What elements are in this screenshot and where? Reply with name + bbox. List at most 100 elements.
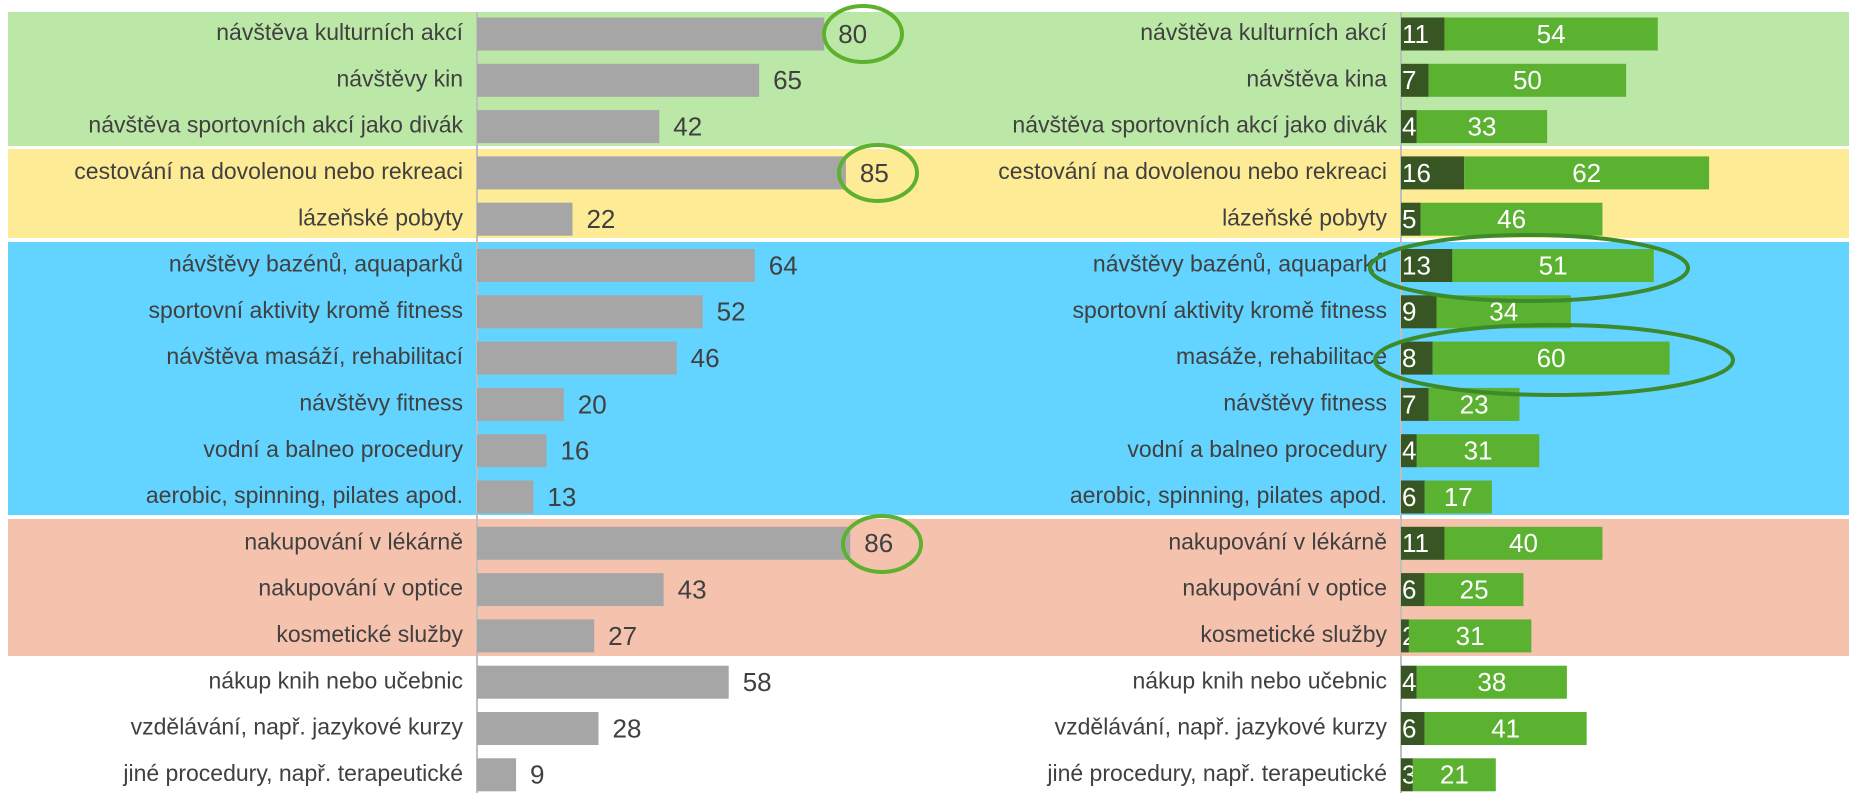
category-label: nakupování v optice	[258, 575, 463, 601]
value-label: 17	[1444, 482, 1473, 512]
bar-segment	[1401, 619, 1409, 653]
highlights	[822, 4, 923, 574]
value-label: 41	[1491, 713, 1520, 743]
category-label: návštěva kina	[1246, 65, 1387, 91]
value-label: 5	[1402, 204, 1416, 234]
category-label: kosmetické služby	[276, 621, 463, 647]
category-label: lázeňské pobyty	[1222, 204, 1387, 230]
value-label: 65	[773, 65, 802, 95]
category-label: návštěva kulturních akcí	[1140, 19, 1387, 45]
value-label: 25	[1460, 574, 1489, 604]
bar-segment	[1416, 110, 1548, 144]
bar	[477, 156, 846, 190]
value-label: 11	[1402, 19, 1429, 49]
bar-segment	[1416, 665, 1567, 699]
value-label: 86	[864, 528, 893, 558]
bar-segment	[1424, 573, 1524, 607]
bar-segment	[1401, 341, 1433, 375]
category-label: vodní a balneo procedury	[1127, 436, 1387, 462]
bar	[477, 110, 660, 144]
bar-segment	[1424, 712, 1587, 745]
bar-segment	[1401, 712, 1425, 745]
bar-segment	[1464, 156, 1710, 190]
bar-segment	[1401, 249, 1453, 282]
category-label: lázeňské pobyty	[298, 204, 463, 230]
value-label: 38	[1477, 667, 1506, 697]
highlight-ellipse	[1373, 323, 1735, 397]
value-label: 4	[1402, 111, 1416, 141]
bar	[477, 526, 851, 560]
value-label: 62	[1572, 158, 1601, 188]
category-label: sportovní aktivity kromě fitness	[149, 297, 463, 323]
value-label: 58	[743, 667, 772, 697]
category-label: sportovní aktivity kromě fitness	[1073, 297, 1387, 323]
bar	[477, 63, 760, 97]
value-label: 9	[1402, 297, 1416, 327]
value-label: 6	[1402, 482, 1416, 512]
value-label: 16	[560, 436, 589, 466]
value-label: 6	[1402, 713, 1416, 743]
value-label: 46	[1497, 204, 1526, 234]
value-label: 6	[1402, 574, 1416, 604]
value-label: 40	[1509, 528, 1538, 558]
group-band	[8, 242, 1849, 515]
bar-segment	[1401, 573, 1425, 607]
bar	[477, 387, 564, 421]
bar-segment	[1401, 17, 1445, 51]
bar-segment	[1424, 480, 1492, 514]
value-label: 11	[1402, 528, 1429, 558]
value-label: 21	[1440, 760, 1469, 790]
category-label: cestování na dovolenou nebo rekreaci	[998, 158, 1387, 184]
category-label: jiné procedury, např. terapeutické	[1046, 760, 1387, 786]
highlight-circle	[822, 4, 904, 64]
bar	[477, 295, 703, 329]
bar-segment	[1412, 758, 1496, 792]
value-label: 42	[673, 111, 702, 141]
bar-segment	[1401, 156, 1465, 190]
value-label: 9	[530, 760, 544, 790]
category-label: aerobic, spinning, pilates apod.	[1070, 482, 1387, 508]
value-label: 54	[1537, 19, 1566, 49]
value-label: 20	[578, 389, 607, 419]
bar-segment	[1444, 17, 1658, 51]
bar-segment	[1416, 434, 1540, 468]
bar-segment	[1401, 758, 1413, 792]
bar	[477, 480, 534, 514]
bar	[477, 249, 755, 282]
bar-segment	[1401, 387, 1429, 421]
value-label: 52	[717, 297, 746, 327]
category-label: návštěvy fitness	[299, 389, 463, 415]
value-label: 22	[586, 204, 615, 234]
bar-segment	[1444, 526, 1603, 560]
bar-segment	[1428, 63, 1627, 97]
bar-segment	[1401, 202, 1421, 236]
value-label: 51	[1539, 250, 1568, 280]
highlights	[1368, 233, 1735, 397]
bar	[477, 341, 677, 375]
category-label: vodní a balneo procedury	[203, 436, 463, 462]
bar-segment	[1401, 110, 1417, 144]
value-label: 43	[678, 574, 707, 604]
bar-segment	[1401, 434, 1417, 468]
category-label: návštěvy fitness	[1223, 389, 1387, 415]
category-label: vzdělávání, např. jazykové kurzy	[131, 714, 464, 740]
value-label: 16	[1402, 158, 1431, 188]
value-label: 7	[1402, 65, 1416, 95]
value-label: 80	[838, 19, 867, 49]
category-label: cestování na dovolenou nebo rekreaci	[74, 158, 463, 184]
bar	[477, 758, 517, 792]
category-label: nákup knih nebo učebnic	[1133, 667, 1387, 693]
bar	[477, 17, 825, 51]
value-label: 27	[608, 621, 637, 651]
category-label: návštěva sportovních akcí jako divák	[1012, 112, 1387, 138]
category-label: aerobic, spinning, pilates apod.	[146, 482, 463, 508]
bar	[477, 665, 729, 699]
bar	[477, 573, 664, 607]
value-label: 4	[1402, 436, 1416, 466]
bar	[477, 619, 595, 653]
category-label: nakupování v lékárně	[1168, 528, 1387, 554]
value-label: 13	[1402, 250, 1431, 280]
category-label: masáže, rehabilitace	[1176, 343, 1387, 369]
